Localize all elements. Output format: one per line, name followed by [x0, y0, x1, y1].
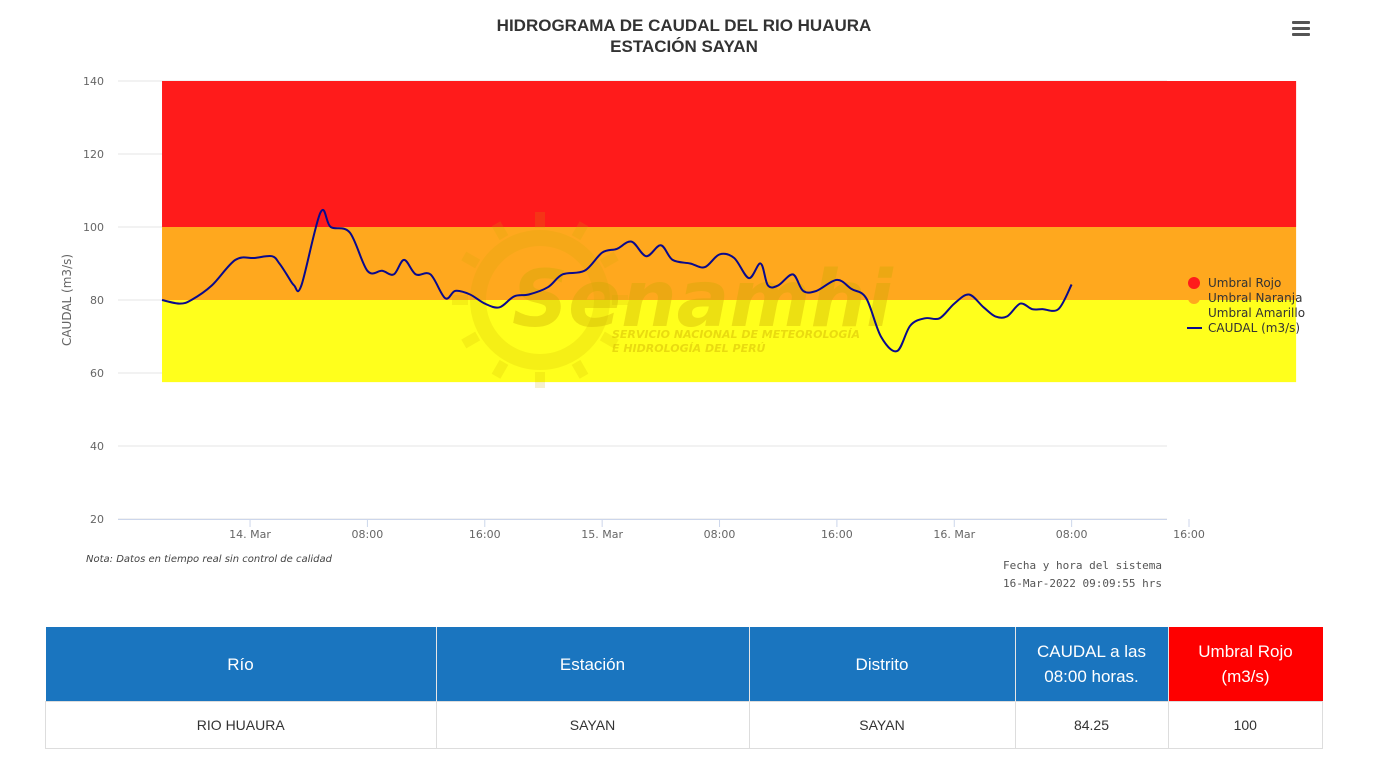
- cell-distrito: SAYAN: [748, 701, 1016, 749]
- band-umbral-amarillo: [162, 300, 1297, 383]
- sun-ray: [461, 331, 481, 349]
- header-caudal-line2: 08:00 horas.: [1044, 667, 1139, 686]
- hydrograph-chart: Senamhi SERVICIO NACIONAL DE METEOROLOGÍA…: [60, 16, 1314, 590]
- watermark-line2: E HIDROLOGÍA DEL PERÚ: [612, 342, 766, 355]
- y-tick-label: 20: [90, 513, 104, 526]
- header-rio: Río: [45, 627, 437, 702]
- x-tick-label: 08:00: [352, 528, 384, 541]
- header-distrito: Distrito: [749, 627, 1016, 702]
- system-datetime-value: 16-Mar-2022 09:09:55 hrs: [1003, 577, 1162, 590]
- y-tick-label: 100: [83, 221, 104, 234]
- y-tick-label: 40: [90, 440, 104, 453]
- header-caudal: CAUDAL a las 08:00 horas.: [1015, 627, 1169, 702]
- x-tick-label: 16:00: [821, 528, 853, 541]
- x-tick-label: 08:00: [704, 528, 736, 541]
- x-tick-label: 16:00: [1173, 528, 1205, 541]
- header-umbral-rojo: Umbral Rojo (m3/s): [1168, 627, 1323, 702]
- legend-marker: [1188, 307, 1200, 319]
- station-table: Río Estación Distrito CAUDAL a las 08:00…: [45, 627, 1323, 749]
- band-umbral-rojo: [162, 81, 1297, 227]
- header-caudal-line1: CAUDAL a las: [1037, 642, 1146, 661]
- table-header-row: Río Estación Distrito CAUDAL a las 08:00…: [45, 627, 1323, 702]
- watermark-brand: Senamhi: [512, 255, 894, 345]
- sun-ray: [571, 221, 589, 241]
- sun-ray: [571, 359, 589, 379]
- legend-item-label: Umbral Amarillo: [1208, 306, 1305, 320]
- x-tick-label: 16:00: [469, 528, 501, 541]
- system-datetime-label: Fecha y hora del sistema: [1003, 559, 1162, 572]
- header-umbral-line2: (m3/s): [1221, 667, 1270, 686]
- y-tick-label: 120: [83, 148, 104, 161]
- header-umbral-line1: Umbral Rojo: [1198, 642, 1293, 661]
- sun-ray: [599, 331, 619, 349]
- legend-item-label: CAUDAL (m3/s): [1208, 321, 1300, 335]
- band-umbral-naranja: [162, 227, 1297, 300]
- x-tick-label: 08:00: [1056, 528, 1088, 541]
- hamburger-menu-icon[interactable]: [1288, 18, 1314, 40]
- y-axis-label: CAUDAL (m3/s): [60, 254, 74, 346]
- sun-ray: [599, 251, 619, 269]
- sun-ray: [491, 221, 509, 241]
- chart-subtitle: ESTACIÓN SAYAN: [610, 37, 758, 56]
- series-line-caudal: [161, 209, 1073, 353]
- table-row: RIO HUAURA SAYAN SAYAN 84.25 100: [45, 701, 1323, 749]
- cell-rio: RIO HUAURA: [45, 701, 437, 749]
- chart-title: HIDROGRAMA DE CAUDAL DEL RIO HUAURA: [497, 16, 872, 35]
- sun-ray: [461, 251, 481, 269]
- x-tick-label: 15. Mar: [581, 528, 623, 541]
- y-tick-label: 60: [90, 367, 104, 380]
- cell-caudal: 84.25: [1014, 701, 1169, 749]
- sun-ray: [491, 359, 509, 379]
- x-tick-label: 14. Mar: [229, 528, 271, 541]
- x-tick-label: 16. Mar: [933, 528, 975, 541]
- header-estacion: Estación: [436, 627, 750, 702]
- legend-item-label: Umbral Naranja: [1208, 291, 1302, 305]
- y-tick-label: 140: [83, 75, 104, 88]
- cell-estacion: SAYAN: [435, 701, 750, 749]
- legend-marker: [1188, 292, 1200, 304]
- y-tick-label: 80: [90, 294, 104, 307]
- watermark-line1: SERVICIO NACIONAL DE METEOROLOGÍA: [612, 328, 860, 341]
- cell-umbral: 100: [1167, 701, 1323, 749]
- data-quality-note: Nota: Datos en tiempo real sin control d…: [86, 554, 333, 565]
- legend-item-label: Umbral Rojo: [1208, 276, 1281, 290]
- legend-marker: [1188, 277, 1200, 289]
